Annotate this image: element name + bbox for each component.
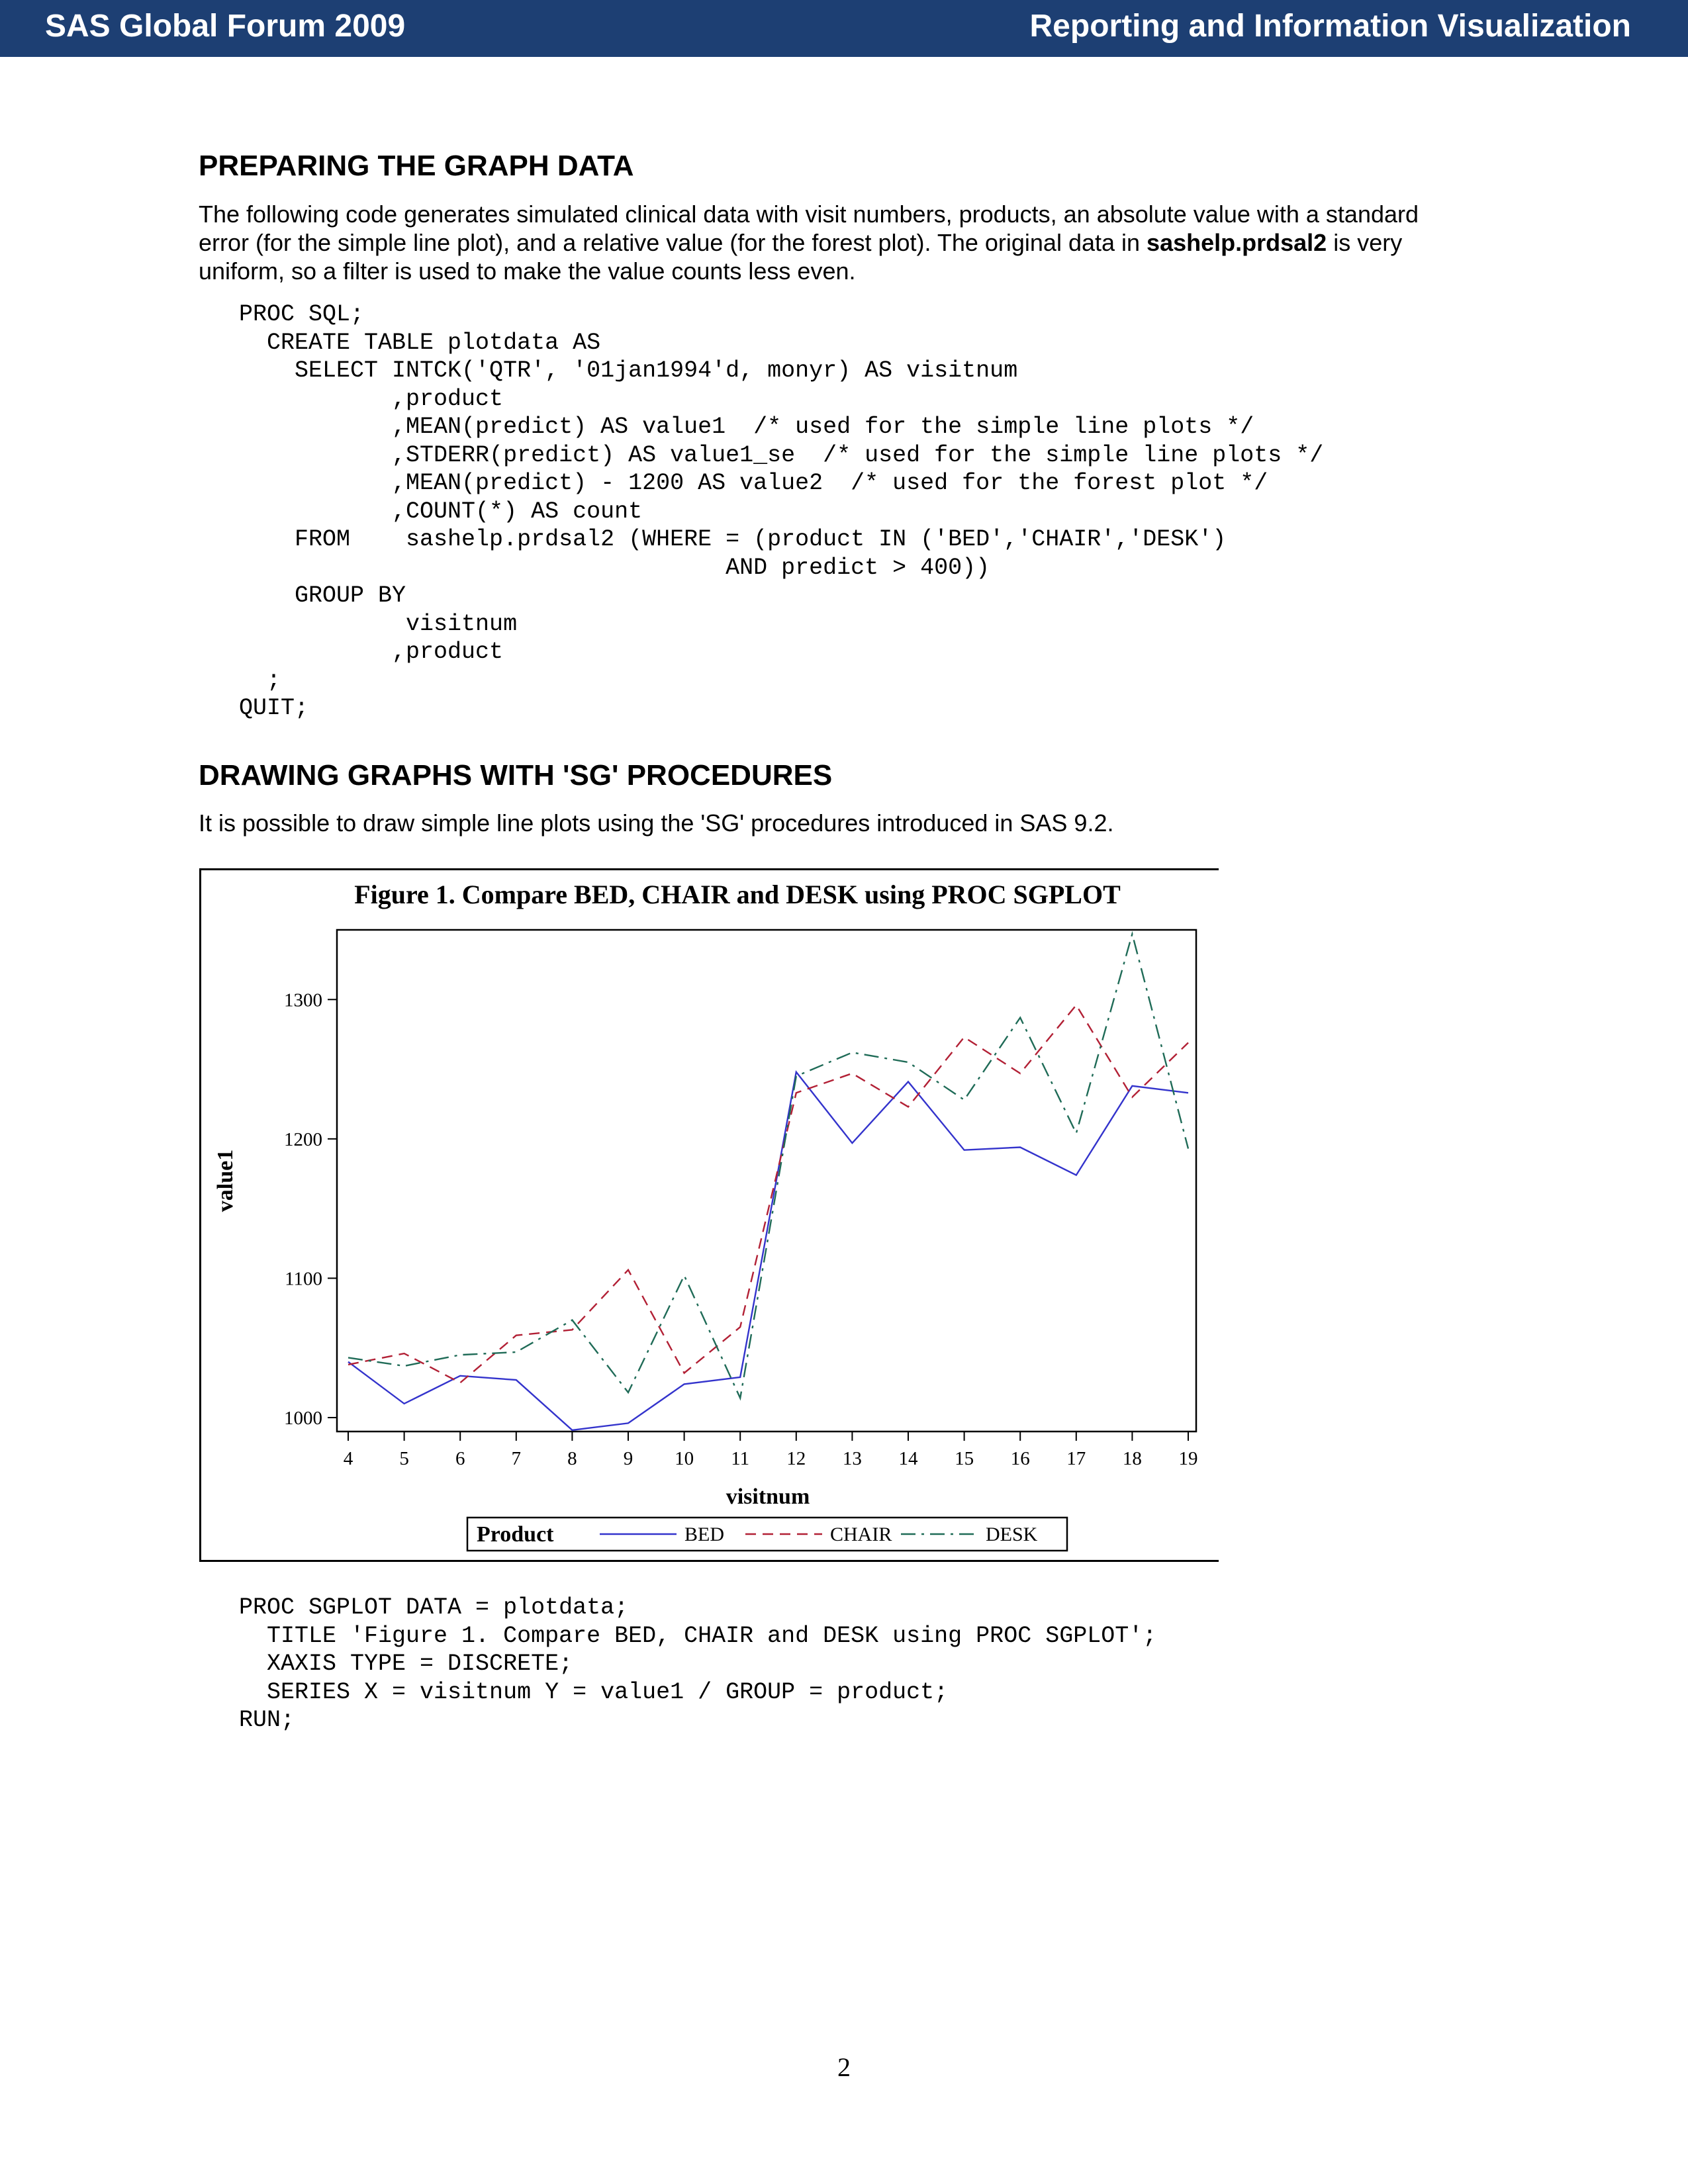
section2-paragraph: It is possible to draw simple line plots… <box>199 809 1114 837</box>
sgplot-code-block: PROC SGPLOT DATA = plotdata; TITLE 'Figu… <box>239 1594 1157 1733</box>
section-heading-drawing: DRAWING GRAPHS WITH 'SG' PROCEDURES <box>199 759 833 792</box>
conference-title: SAS Global Forum 2009 <box>45 9 406 44</box>
legend-label-chair: CHAIR <box>830 1524 892 1545</box>
para-line-2: error (for the simple line plot), and a … <box>199 228 1496 257</box>
y-axis: 1000 1100 1200 1300 <box>284 989 337 1429</box>
sql-code-block: PROC SQL; CREATE TABLE plotdata AS SELEC… <box>239 301 1324 721</box>
chart-title: Figure 1. Compare BED, CHAIR and DESK us… <box>354 880 1121 909</box>
plot-area <box>336 929 1197 1433</box>
x-tick-label: 18 <box>1123 1448 1142 1469</box>
x-tick-label: 19 <box>1179 1448 1198 1469</box>
x-tick-label: 12 <box>786 1448 806 1469</box>
x-tick-label: 11 <box>731 1448 749 1469</box>
x-tick-label: 10 <box>675 1448 694 1469</box>
series-line-bed <box>348 1069 1189 1432</box>
header-band: SAS Global Forum 2009 Reporting and Info… <box>0 0 1688 57</box>
section-category: Reporting and Information Visualization <box>1029 9 1631 44</box>
para-line-3: uniform, so a filter is used to make the… <box>199 257 856 285</box>
legend: Product BED CHAIR DESK <box>466 1516 1068 1552</box>
x-tick-label: 16 <box>1011 1448 1030 1469</box>
x-tick-label: 7 <box>512 1448 522 1469</box>
section1-paragraph: The following code generates simulated c… <box>199 200 1496 285</box>
x-axis: 4 5 6 7 8 9 10 11 12 13 14 15 16 17 18 19 <box>344 1432 1198 1469</box>
para-line-2-text: error (for the simple line plot), and a … <box>199 229 1147 256</box>
page-number: 2 <box>837 2052 851 2082</box>
x-tick-label: 6 <box>455 1448 465 1469</box>
x-tick-label: 5 <box>399 1448 409 1469</box>
x-tick-label: 8 <box>567 1448 577 1469</box>
x-tick-label: 4 <box>344 1448 353 1469</box>
x-tick-label: 13 <box>843 1448 862 1469</box>
x-tick-label: 15 <box>955 1448 974 1469</box>
series-line-chair <box>348 1003 1189 1384</box>
line-chart: Figure 1. Compare BED, CHAIR and DESK us… <box>213 880 1198 1552</box>
y-tick-label: 1100 <box>285 1268 322 1289</box>
series-layer <box>348 931 1190 1432</box>
legend-title: Product <box>477 1522 554 1547</box>
y-tick-label: 1200 <box>284 1129 322 1150</box>
y-tick-label: 1300 <box>284 989 322 1011</box>
section-heading-preparing: PREPARING THE GRAPH DATA <box>199 150 634 182</box>
y-axis-label: value1 <box>213 1150 238 1212</box>
para-line-2-tail: is very <box>1327 229 1403 256</box>
x-tick-label: 14 <box>899 1448 919 1469</box>
x-axis-label: visitnum <box>726 1484 810 1509</box>
x-tick-label: 17 <box>1066 1448 1086 1469</box>
legend-label-bed: BED <box>684 1524 724 1545</box>
legend-label-desk: DESK <box>986 1524 1038 1545</box>
series-line-desk <box>348 931 1190 1401</box>
dataset-name: sashelp.prdsal2 <box>1147 229 1327 256</box>
figure-1: Figure 1. Compare BED, CHAIR and DESK us… <box>199 868 1219 1562</box>
x-tick-label: 9 <box>624 1448 633 1469</box>
para-line-1: The following code generates simulated c… <box>199 201 1419 228</box>
y-tick-label: 1000 <box>284 1408 322 1429</box>
